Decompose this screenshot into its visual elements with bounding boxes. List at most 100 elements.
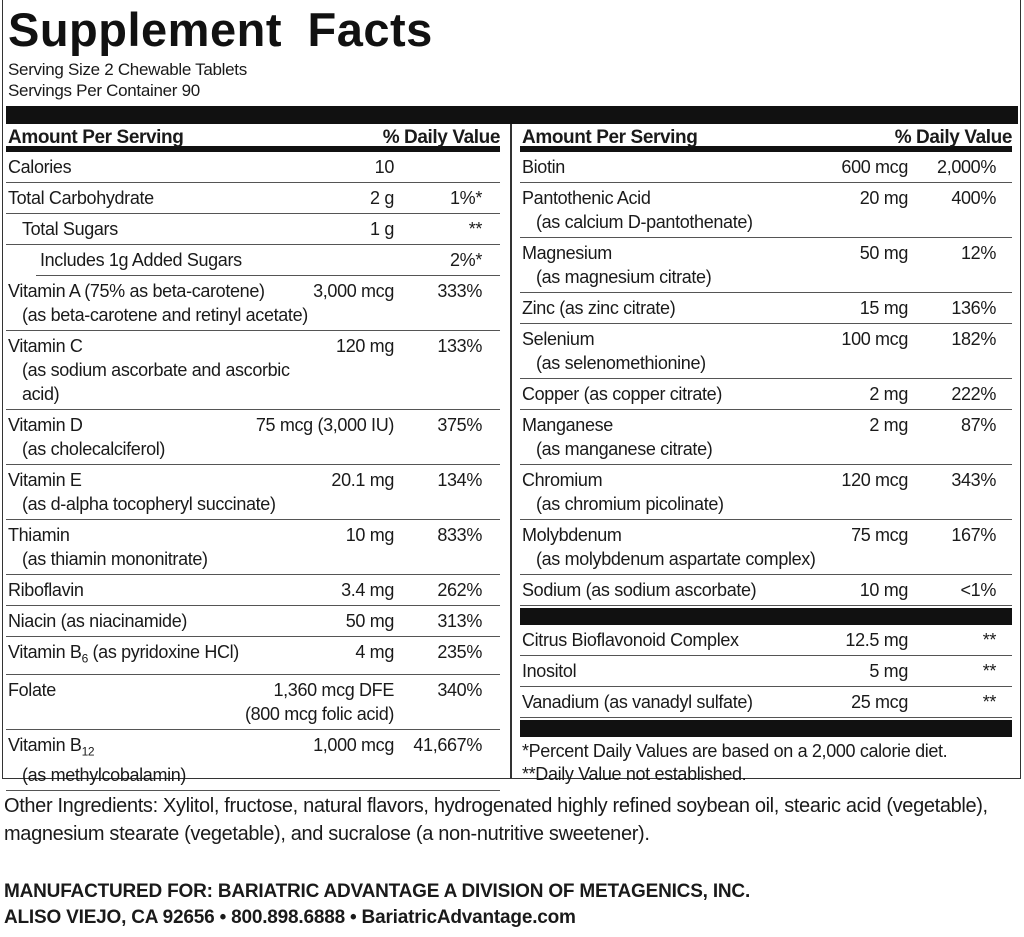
nutrient-row: Niacin (as niacinamide) 50 mg 313%: [6, 606, 500, 637]
nutrient-dv: 235%: [437, 642, 482, 662]
nutrient-name: Sodium (as sodium ascorbate): [522, 580, 757, 600]
nutrient-name: Vitamin E: [8, 470, 82, 490]
nutrient-dv: 333%: [437, 281, 482, 301]
nutrient-row: Citrus Bioflavonoid Complex 12.5 mg **: [520, 625, 1012, 656]
nutrient-row: Calories 10: [6, 152, 500, 183]
nutrient-source: (as calcium D-pantothenate): [536, 212, 753, 232]
header-dv: % Daily Value: [382, 127, 501, 148]
other-ingredients: Other Ingredients: Xylitol, fructose, na…: [4, 795, 988, 845]
nutrient-source: (as beta-carotene and retinyl acetate): [22, 305, 308, 325]
nutrient-amount: 120 mcg: [841, 470, 908, 490]
nutrient-source: (as manganese citrate): [536, 439, 713, 459]
nutrient-dv: 262%: [437, 580, 482, 600]
nutrient-name: Vitamin C: [8, 336, 83, 356]
nutrient-row: Total Carbohydrate 2 g 1%*: [6, 183, 500, 214]
nutrient-amount: 3,000 mcg: [313, 281, 394, 301]
nutrient-row: Thiamin (as thiamin mononitrate) 10 mg 833%: [6, 520, 500, 575]
nutrient-amount: 1 g: [370, 219, 394, 239]
nutrient-name: Thiamin: [8, 525, 70, 545]
nutrient-dv: 87%: [961, 415, 996, 435]
nutrient-name: Biotin: [522, 157, 565, 177]
nutrient-source: (as cholecalciferol): [22, 439, 166, 459]
nutrient-subscript: 12: [81, 744, 95, 759]
nutrient-amount: 75 mcg: [851, 525, 908, 545]
header-dv: % Daily Value: [894, 127, 1013, 148]
nutrient-amount: 2 mg: [869, 415, 908, 435]
nutrient-row: Selenium (as selenomethionine) 100 mcg 182%: [520, 324, 1012, 379]
nutrient-amount: 4 mg: [355, 642, 394, 662]
nutrient-dv: 133%: [437, 336, 482, 356]
nutrient-row: Includes 1g Added Sugars 2%*: [36, 245, 500, 276]
nutrient-row: Copper (as copper citrate) 2 mg 222%: [520, 379, 1012, 410]
nutrient-amount: 10 mg: [859, 580, 909, 600]
left-column: Amount Per Serving % Daily Value Calorie…: [6, 124, 500, 792]
nutrient-name: Riboflavin: [8, 580, 84, 600]
servings-per-container: Servings Per Container 90: [8, 81, 200, 100]
nutrient-dv: 12%: [961, 243, 996, 263]
nutrient-amount: 10: [374, 157, 395, 177]
nutrient-row: Vanadium (as vanadyl sulfate) 25 mcg **: [520, 687, 1012, 718]
nutrient-name: Includes 1g Added Sugars: [40, 250, 242, 270]
thick-divider: [520, 720, 1012, 737]
nutrient-amount: 75 mcg (3,000 IU): [255, 415, 394, 435]
manufacturer-line-2: ALISO VIEJO, CA 92656 • 800.898.6888 • B…: [4, 907, 576, 928]
nutrient-dv: **: [982, 661, 997, 681]
nutrient-name: Zinc (as zinc citrate): [522, 298, 676, 318]
nutrient-name: Vitamin A (75% as beta-carotene): [8, 281, 265, 301]
nutrient-dv: 343%: [951, 470, 996, 490]
supplement-facts-panel: [2, 0, 1021, 779]
nutrient-amount: 600 mcg: [841, 157, 908, 177]
nutrient-amount: 50 mg: [345, 611, 395, 631]
nutrient-name: Folate: [8, 679, 56, 700]
nutrient-amount: 2 g: [370, 188, 394, 208]
panel-title: Supplement Facts: [8, 3, 433, 56]
nutrient-row: Molybdenum (as molybdenum aspartate compl…: [520, 520, 1012, 575]
thick-divider: [520, 608, 1012, 625]
nutrient-name: Vitamin B: [8, 642, 82, 662]
nutrient-name: Molybdenum: [522, 525, 622, 545]
nutrient-name-suffix: (as pyridoxine HCl): [87, 642, 240, 662]
nutrient-name: Calories: [8, 157, 72, 177]
nutrient-dv: **: [468, 219, 483, 239]
column-header: Amount Per Serving % Daily Value: [6, 124, 500, 152]
nutrient-dv: 1%*: [450, 188, 482, 208]
nutrient-amount: 20 mg: [859, 188, 909, 208]
nutrient-dv: 400%: [951, 188, 996, 208]
serving-size: Serving Size 2 Chewable Tablets: [8, 60, 247, 79]
header-amount: Amount Per Serving: [522, 127, 698, 148]
nutrient-dv: **: [982, 630, 997, 650]
nutrient-dv: 136%: [951, 298, 996, 318]
nutrient-amount-detail: (800 mcg folic acid): [244, 703, 394, 724]
nutrient-source: (as chromium picolinate): [536, 494, 724, 514]
right-column: Amount Per Serving % Daily Value Biotin 6…: [520, 124, 1012, 786]
nutrient-name: Total Sugars: [22, 219, 118, 239]
nutrient-dv: 833%: [437, 525, 482, 545]
nutrient-amount: 120 mg: [336, 336, 394, 356]
nutrient-subscript: 6: [81, 651, 89, 666]
manufacturer-line-1: MANUFACTURED FOR: BARIATRIC ADVANTAGE A …: [4, 881, 751, 902]
column-header: Amount Per Serving % Daily Value: [520, 124, 1012, 152]
nutrient-name: Niacin (as niacinamide): [8, 611, 188, 631]
nutrient-name: Inositol: [522, 661, 577, 681]
nutrient-source: (as methylcobalamin): [22, 765, 187, 786]
nutrient-amount: 5 mg: [869, 661, 908, 681]
nutrient-name: Selenium: [522, 329, 595, 349]
nutrient-amount: 15 mg: [859, 298, 909, 318]
nutrient-row: Total Sugars 1 g **: [6, 214, 500, 245]
nutrient-row: Biotin 600 mcg 2,000%: [520, 152, 1012, 183]
nutrient-row: Vitamin B12 (as methylcobalamin) 1,000 mcg…: [6, 730, 500, 792]
nutrient-row: Inositol 5 mg **: [520, 656, 1012, 687]
nutrient-amount: 3.4 mg: [341, 580, 394, 600]
nutrient-row: Vitamin E (as d-alpha tocopheryl succinat…: [6, 465, 500, 520]
nutrient-source: (as molybdenum aspartate complex): [536, 549, 816, 569]
nutrient-amount: 1,000 mcg: [313, 734, 394, 755]
nutrient-row: Sodium (as sodium ascorbate) 10 mg <1%: [520, 575, 1012, 606]
nutrient-source: (as d-alpha tocopheryl succinate): [22, 494, 276, 514]
nutrient-amount: 25 mcg: [851, 692, 908, 712]
nutrient-source: (as thiamin mononitrate): [22, 549, 208, 569]
footnote-percent-dv: *Percent Daily Values are based on a 2,0…: [522, 741, 948, 761]
nutrient-name: Vanadium (as vanadyl sulfate): [522, 692, 753, 712]
nutrient-dv: **: [982, 692, 997, 712]
nutrient-row: Vitamin B6 (as pyridoxine HCl) 4 mg 235%: [6, 637, 500, 675]
nutrient-dv: 222%: [951, 384, 996, 404]
